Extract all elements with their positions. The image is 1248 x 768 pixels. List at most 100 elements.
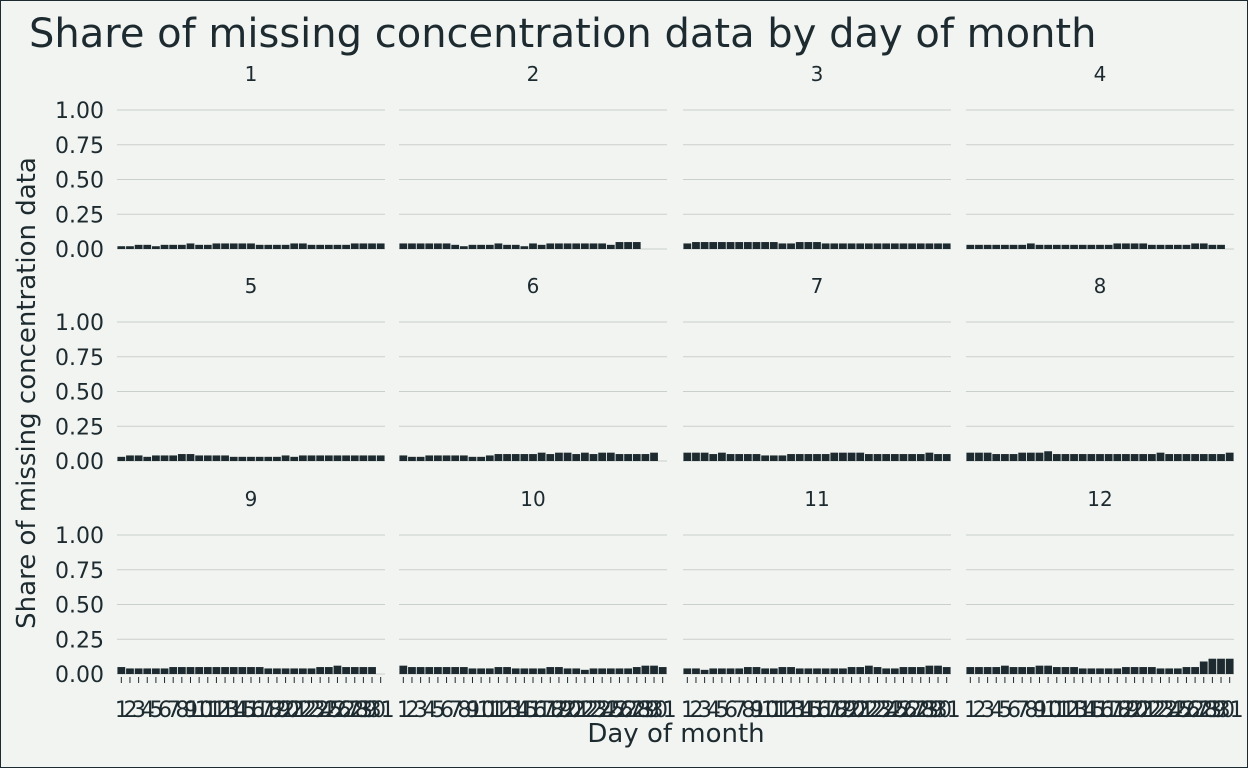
- bar: [195, 667, 204, 674]
- x-tick-label: 5: [431, 698, 444, 723]
- bar: [752, 454, 761, 461]
- bar: [890, 243, 899, 249]
- bar: [615, 668, 624, 674]
- bar: [247, 667, 255, 674]
- bar: [856, 667, 865, 674]
- bar: [177, 454, 186, 461]
- bar: [700, 242, 709, 249]
- bar: [298, 455, 307, 461]
- bar: [1018, 244, 1027, 249]
- bar: [511, 454, 520, 461]
- bar: [477, 244, 486, 249]
- bar: [847, 667, 856, 674]
- bar: [1052, 667, 1061, 674]
- bar: [839, 243, 847, 249]
- bar: [813, 242, 821, 249]
- bar: [442, 455, 451, 461]
- y-tick-label: 0.00: [55, 238, 104, 263]
- bar: [718, 242, 726, 249]
- bar: [650, 452, 658, 461]
- bar: [350, 243, 359, 249]
- bar: [425, 455, 434, 461]
- bar: [769, 455, 778, 461]
- y-tick-label: 0.75: [55, 559, 104, 584]
- x-tick-label: 17: [1096, 698, 1122, 723]
- x-tick-label: 6: [440, 698, 453, 723]
- bar: [1001, 454, 1009, 461]
- bar: [555, 243, 563, 249]
- y-tick-label: 0.25: [55, 415, 104, 440]
- x-tick-label: 25: [1165, 698, 1191, 723]
- bar: [743, 242, 752, 249]
- bar: [537, 452, 546, 461]
- x-tick-label: 22: [1139, 698, 1165, 723]
- bar: [368, 667, 376, 674]
- x-tick-label: 18: [821, 698, 847, 723]
- bar: [769, 668, 778, 674]
- x-tick-label: 2: [689, 698, 702, 723]
- bar: [264, 244, 273, 249]
- bar: [555, 667, 563, 674]
- facet-strip-label: 6: [527, 274, 540, 298]
- bar: [1122, 243, 1130, 249]
- bar: [1113, 454, 1122, 461]
- bar: [787, 243, 795, 249]
- y-tick-label: 1.00: [55, 311, 104, 336]
- bar: [494, 243, 503, 249]
- x-tick-label: 7: [167, 698, 180, 723]
- bar: [1191, 667, 1199, 674]
- bar: [580, 243, 589, 249]
- bar: [709, 454, 718, 461]
- bar: [1225, 658, 1234, 674]
- bar: [1225, 452, 1234, 461]
- bar: [281, 244, 290, 249]
- bar: [563, 243, 572, 249]
- bar: [1044, 244, 1053, 249]
- x-tick-label: 13: [212, 698, 238, 723]
- bar: [134, 668, 143, 674]
- x-tick-label: 9: [466, 698, 479, 723]
- bar: [273, 668, 281, 674]
- bar: [1018, 667, 1027, 674]
- x-tick-label: 20: [839, 698, 865, 723]
- bar: [580, 452, 589, 461]
- bar: [143, 456, 152, 461]
- x-tick-label: 23: [1148, 698, 1174, 723]
- bar: [718, 668, 726, 674]
- bar: [442, 243, 451, 249]
- x-tick-label: 30: [925, 698, 951, 723]
- bar: [908, 667, 916, 674]
- bar: [769, 242, 778, 249]
- x-tick-label: 28: [342, 698, 368, 723]
- bar: [563, 452, 572, 461]
- bar: [434, 243, 442, 249]
- bar: [316, 455, 325, 461]
- bar: [572, 454, 581, 461]
- bar: [899, 454, 908, 461]
- facet-strip-label: 2: [527, 62, 540, 86]
- x-tick-label: 21: [847, 698, 873, 723]
- bar: [1182, 244, 1191, 249]
- bar: [298, 243, 307, 249]
- bar: [966, 452, 975, 461]
- bar: [212, 243, 221, 249]
- bar: [494, 667, 503, 674]
- bar: [368, 243, 376, 249]
- bar: [934, 665, 942, 674]
- bar: [658, 667, 667, 674]
- x-tick-label: 13: [778, 698, 804, 723]
- x-tick-label: 19: [1113, 698, 1139, 723]
- bar: [890, 454, 899, 461]
- x-tick-label: 23: [865, 698, 891, 723]
- x-tick-label: 23: [581, 698, 607, 723]
- x-tick-label: 25: [598, 698, 624, 723]
- bar: [572, 243, 581, 249]
- bar: [709, 668, 718, 674]
- bar: [589, 454, 598, 461]
- facet-strip-label: 1: [245, 62, 258, 86]
- bar: [229, 456, 238, 461]
- bar: [761, 242, 770, 249]
- bar: [117, 667, 126, 674]
- bar: [563, 668, 572, 674]
- bar: [416, 243, 425, 249]
